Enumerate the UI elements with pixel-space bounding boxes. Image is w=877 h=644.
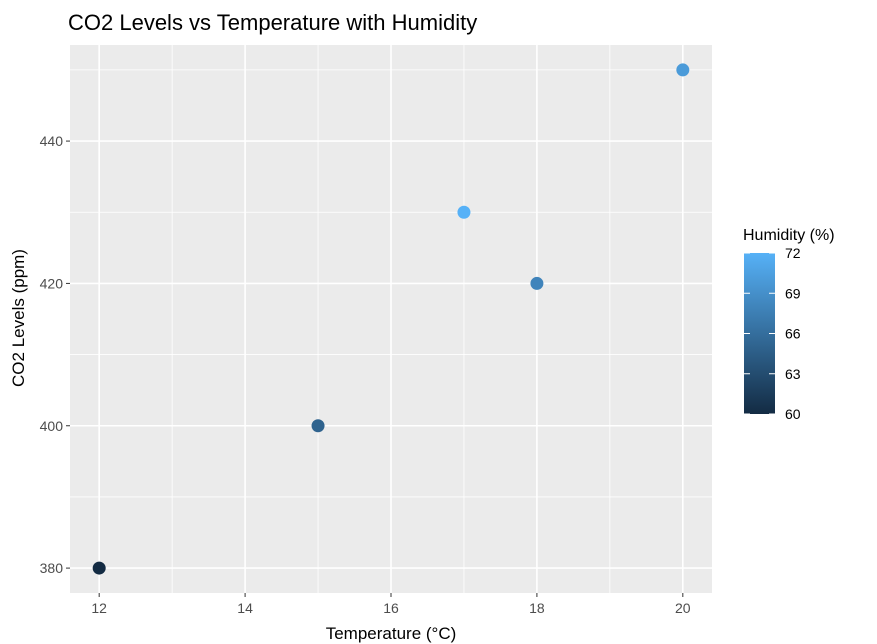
colorbar-tick-label: 63 [785,366,801,382]
x-axis-title: Temperature (°C) [326,624,457,643]
x-tick-label: 14 [237,600,253,616]
y-tick-label: 380 [40,560,64,576]
data-point [311,419,325,433]
data-point [92,561,106,575]
x-tick-label: 18 [529,600,545,616]
colorbar-ticks: 60 63 66 69 72 [744,245,801,422]
y-tick-label: 420 [40,275,64,291]
x-tick-label: 16 [383,600,399,616]
data-points [92,63,690,575]
data-point [676,63,690,77]
y-tick-label: 400 [40,418,64,434]
x-tick-label: 12 [91,600,107,616]
y-tick-label: 440 [40,133,64,149]
y-axis-ticks: 380 400 420 440 [40,133,70,576]
colorbar-tick-label: 60 [785,406,801,422]
legend: Humidity (%) 60 63 66 69 72 [743,227,835,422]
data-point [457,205,471,219]
x-tick-label: 20 [675,600,691,616]
data-point [530,276,544,290]
legend-title: Humidity (%) [743,227,835,244]
grid-lines [70,45,712,593]
colorbar-tick-label: 69 [785,285,801,301]
colorbar-tick-label: 72 [785,245,801,261]
x-axis-ticks: 12 14 16 18 20 [91,593,691,616]
chart-title: CO2 Levels vs Temperature with Humidity [68,10,477,35]
y-axis-title: CO2 Levels (ppm) [9,249,28,387]
colorbar-tick-label: 66 [785,326,801,342]
